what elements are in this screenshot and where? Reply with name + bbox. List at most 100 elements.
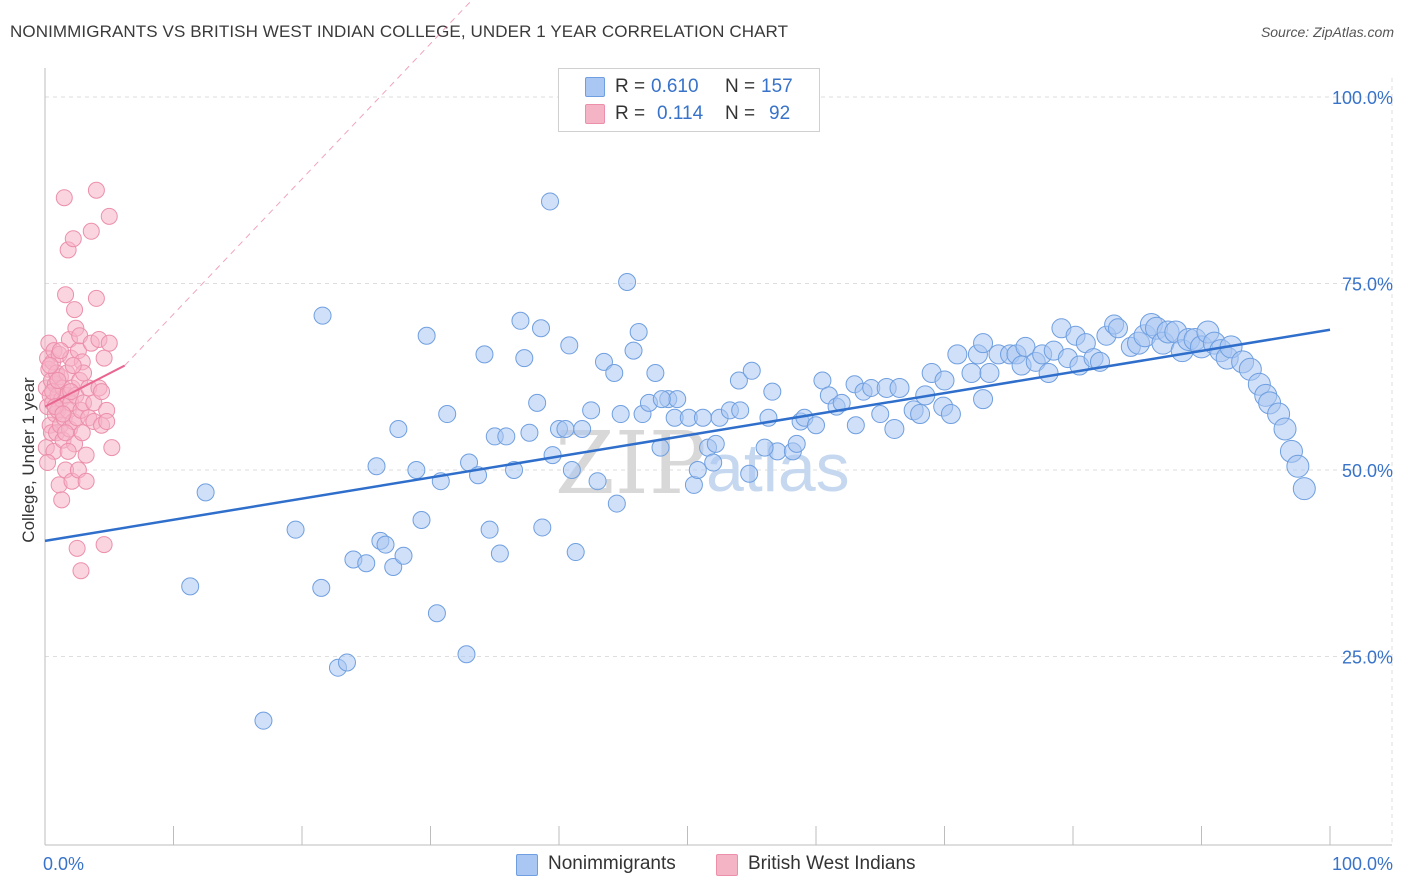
grid-lines (45, 78, 1393, 845)
data-point-nonimmigrants (562, 461, 581, 479)
data-point-nonimmigrants (618, 273, 637, 292)
data-point-nonimmigrants (196, 483, 215, 502)
tick-labels: 25.0% 50.0% 75.0% 100.0% 0.0% 100.0% (43, 88, 1393, 874)
data-point-nonimmigrants (813, 371, 832, 390)
data-point-nonimmigrants (254, 711, 273, 730)
x-tick-label: 0.0% (43, 854, 84, 874)
data-point-british-west-indians (82, 222, 100, 240)
data-point-nonimmigrants (871, 405, 890, 424)
data-point-british-west-indians (68, 539, 86, 557)
data-point-nonimmigrants (533, 518, 552, 537)
legend-n-value: 92 (769, 103, 791, 124)
data-point-nonimmigrants (566, 543, 585, 562)
data-point-nonimmigrants (367, 457, 386, 476)
data-point-british-west-indians (77, 472, 95, 490)
data-point-nonimmigrants (541, 192, 560, 211)
data-point-british-west-indians (73, 424, 91, 442)
data-point-british-west-indians (95, 349, 113, 367)
data-point-nonimmigrants (787, 434, 806, 453)
data-point-british-west-indians (57, 286, 75, 304)
source-credit: Source: ZipAtlas.com (1260, 24, 1394, 40)
data-point-nonimmigrants (742, 361, 761, 380)
data-point-british-west-indians (49, 371, 67, 389)
y-tick-label: 75.0% (1342, 275, 1393, 295)
data-point-british-west-indians (87, 289, 105, 307)
legend-swatch-blue (585, 77, 605, 97)
data-point-nonimmigrants (497, 427, 516, 446)
data-point-nonimmigrants (832, 393, 851, 412)
trend-lines (44, 0, 1331, 543)
data-point-british-west-indians (100, 334, 118, 352)
data-point-nonimmigrants (490, 544, 509, 563)
data-point-nonimmigrants (884, 418, 905, 439)
data-point-nonimmigrants (407, 461, 426, 479)
watermark-atlas: atlas (706, 430, 850, 506)
data-point-nonimmigrants (1038, 363, 1059, 384)
data-point-british-west-indians (77, 446, 95, 464)
data-point-british-west-indians (66, 301, 84, 319)
data-point-nonimmigrants (427, 604, 446, 623)
data-point-nonimmigrants (684, 475, 703, 494)
data-point-nonimmigrants (594, 352, 613, 371)
data-point-nonimmigrants (973, 389, 994, 410)
bottom-legend-label: Nonimmigrants (548, 853, 676, 874)
data-point-nonimmigrants (412, 510, 431, 529)
legend-swatch-pink (585, 104, 605, 124)
data-point-nonimmigrants (475, 345, 494, 364)
data-point-nonimmigrants (624, 341, 643, 360)
data-point-nonimmigrants (573, 419, 592, 438)
data-point-british-west-indians (39, 454, 57, 472)
bottom-legend-label: British West Indians (748, 853, 916, 874)
data-point-nonimmigrants (438, 405, 457, 424)
legend-n-label: N = (725, 76, 756, 97)
data-point-nonimmigrants (629, 322, 648, 341)
data-point-nonimmigrants (532, 319, 551, 338)
data-point-british-west-indians (98, 413, 116, 431)
correlation-legend: R = 0.610 N = 157 R = 0.114 N = 92 (558, 68, 820, 132)
trend-extrapolation-british-west-indians (124, 0, 473, 366)
series-nonimmigrants (181, 192, 1316, 730)
data-point-nonimmigrants (688, 461, 707, 479)
data-point-nonimmigrants (417, 326, 436, 345)
data-point-nonimmigrants (706, 434, 725, 453)
legend-r-label: R = (615, 103, 646, 124)
data-point-nonimmigrants (961, 363, 982, 384)
data-point-nonimmigrants (480, 520, 499, 539)
data-point-nonimmigrants (1273, 417, 1297, 441)
trend-line-british-west-indians (44, 364, 126, 408)
data-point-british-west-indians (54, 405, 72, 423)
data-point-british-west-indians (41, 357, 59, 375)
data-point-nonimmigrants (607, 494, 626, 513)
data-point-nonimmigrants (543, 446, 562, 465)
data-point-nonimmigrants (979, 363, 1000, 384)
data-point-nonimmigrants (646, 364, 665, 383)
data-point-nonimmigrants (511, 311, 530, 330)
series-british-west-indians (37, 181, 121, 580)
data-point-nonimmigrants (731, 401, 750, 420)
data-point-nonimmigrants (1107, 318, 1128, 339)
y-tick-label: 50.0% (1342, 461, 1393, 481)
data-point-british-west-indians (64, 230, 82, 248)
data-point-nonimmigrants (611, 405, 630, 424)
data-point-british-west-indians (55, 189, 73, 207)
data-point-british-west-indians (95, 536, 113, 554)
data-point-nonimmigrants (940, 404, 961, 425)
data-point-nonimmigrants (605, 364, 624, 383)
data-point-british-west-indians (100, 207, 118, 225)
data-point-nonimmigrants (286, 520, 305, 539)
data-point-nonimmigrants (934, 370, 955, 391)
data-point-nonimmigrants (181, 577, 200, 596)
data-point-british-west-indians (59, 442, 77, 460)
data-point-nonimmigrants (910, 404, 931, 425)
data-point-nonimmigrants (1292, 477, 1316, 501)
x-tick-label: 100.0% (1332, 854, 1393, 874)
data-point-nonimmigrants (846, 416, 865, 435)
data-point-british-west-indians (57, 424, 75, 442)
data-point-nonimmigrants (313, 306, 332, 325)
data-point-british-west-indians (51, 342, 69, 360)
data-point-nonimmigrants (973, 333, 994, 354)
legend-n-value: 157 (761, 76, 793, 97)
data-point-british-west-indians (53, 491, 71, 509)
data-point-nonimmigrants (588, 472, 607, 491)
